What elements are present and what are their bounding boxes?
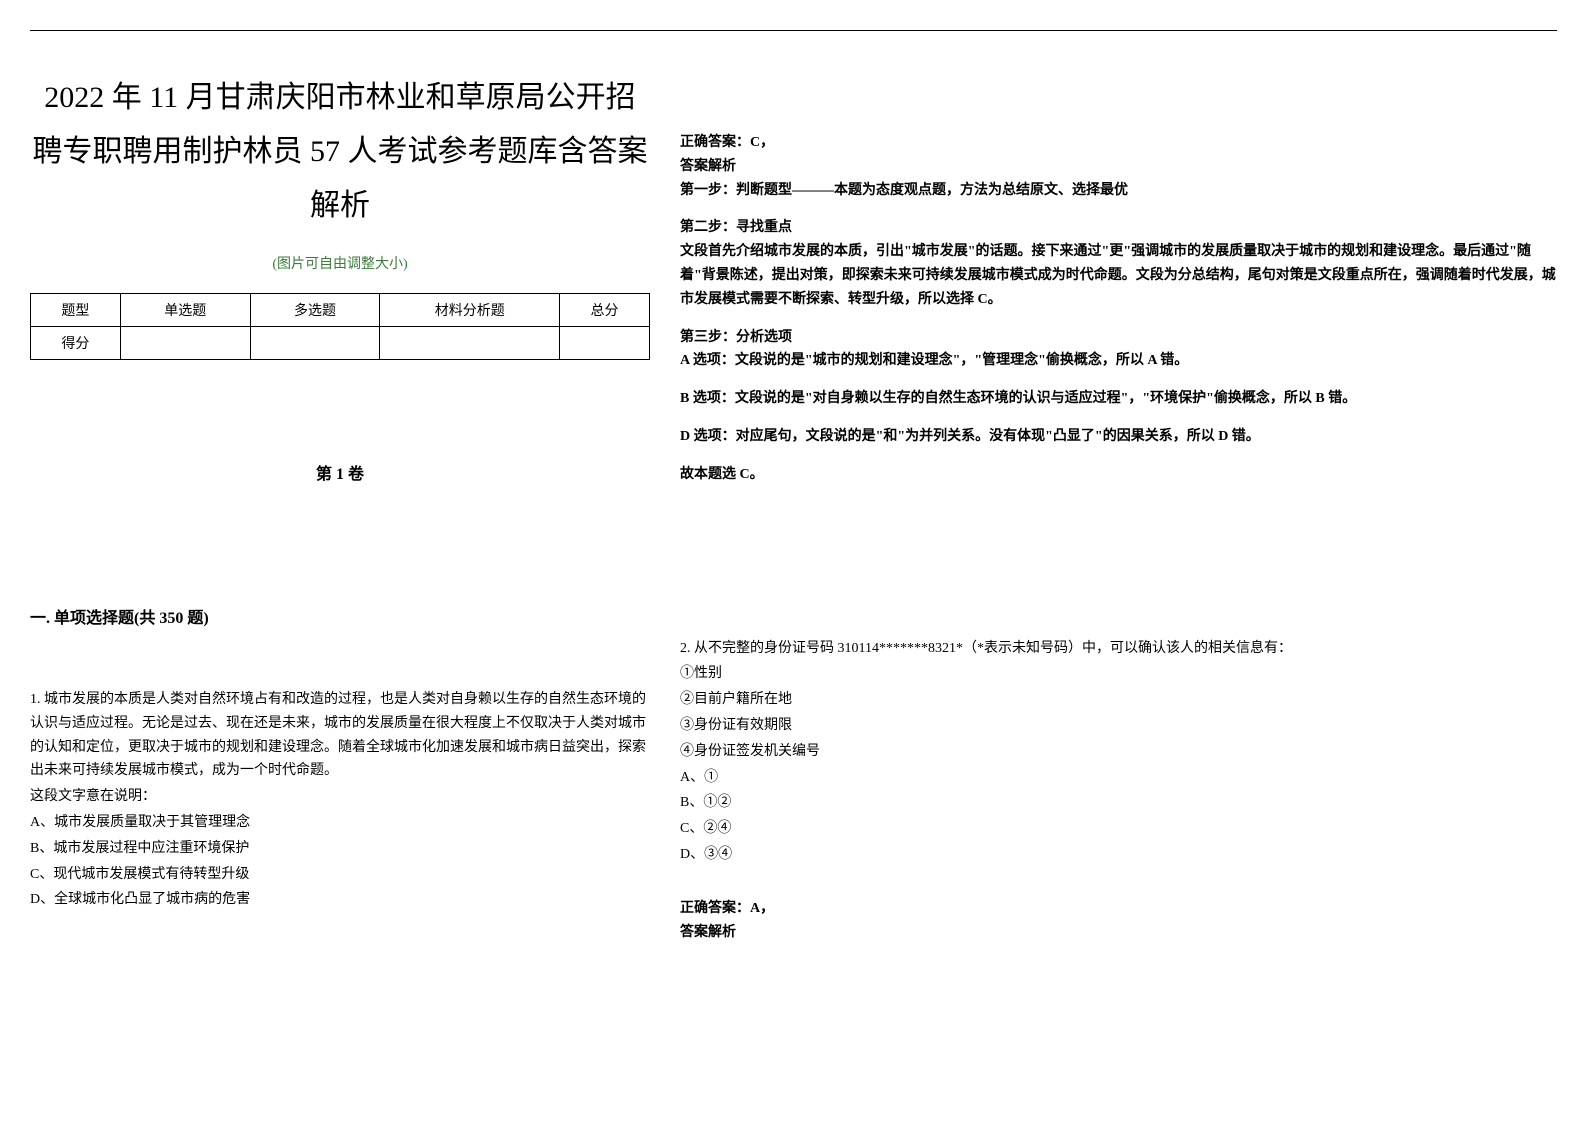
answer1-correct: 正确答案：C， bbox=[680, 131, 1557, 155]
question-2: 2. 从不完整的身份证号码 310114*******8321*（*表示未知号码… bbox=[680, 637, 1557, 867]
q2-option-a: A、① bbox=[680, 766, 1557, 790]
q2-item3: ③身份证有效期限 bbox=[680, 714, 1557, 738]
q2-text: 2. 从不完整的身份证号码 310114*******8321*（*表示未知号码… bbox=[680, 637, 1557, 661]
answer1-step2-label: 第二步：寻找重点 bbox=[680, 216, 1557, 240]
answer-1-block: 正确答案：C， 答案解析 第一步：判断题型———本题为态度观点题，方法为总结原文… bbox=[680, 131, 1557, 487]
score-total bbox=[560, 327, 650, 360]
header-total: 总分 bbox=[560, 294, 650, 327]
q2-item1: ①性别 bbox=[680, 662, 1557, 686]
q2-option-d: D、③④ bbox=[680, 843, 1557, 867]
q2-option-c: C、②④ bbox=[680, 817, 1557, 841]
subtitle: (图片可自由调整大小) bbox=[30, 253, 650, 273]
table-header-row: 题型 单选题 多选题 材料分析题 总分 bbox=[31, 294, 650, 327]
answer-2-block: 正确答案：A， 答案解析 bbox=[680, 897, 1557, 945]
section-heading: 一. 单项选择题(共 350 题) bbox=[30, 604, 650, 628]
q1-option-d: D、全球城市化凸显了城市病的危害 bbox=[30, 888, 650, 912]
answer1-conclusion: 故本题选 C。 bbox=[680, 463, 1557, 487]
table-score-row: 得分 bbox=[31, 327, 650, 360]
header-type: 题型 bbox=[31, 294, 121, 327]
q1-option-b: B、城市发展过程中应注重环境保护 bbox=[30, 837, 650, 861]
q1-text: 1. 城市发展的本质是人类对自然环境占有和改造的过程，也是人类对自身赖以生存的自… bbox=[30, 688, 650, 783]
score-table: 题型 单选题 多选题 材料分析题 总分 得分 bbox=[30, 293, 650, 360]
page-top-line bbox=[30, 30, 1557, 31]
two-column-layout: 2022 年 11 月甘肃庆阳市林业和草原局公开招聘专职聘用制护林员 57 人考… bbox=[30, 71, 1557, 944]
score-label: 得分 bbox=[31, 327, 121, 360]
q2-item2: ②目前户籍所在地 bbox=[680, 688, 1557, 712]
answer1-optb: B 选项：文段说的是"对自身赖以生存的自然生态环境的认识与适应过程"，"环境保护… bbox=[680, 387, 1557, 411]
question-1: 1. 城市发展的本质是人类对自然环境占有和改造的过程，也是人类对自身赖以生存的自… bbox=[30, 688, 650, 912]
q2-item4: ④身份证签发机关编号 bbox=[680, 740, 1557, 764]
answer1-opta: A 选项：文段说的是"城市的规划和建设理念"，"管理理念"偷换概念，所以 A 错… bbox=[680, 349, 1557, 373]
answer1-step2: 第二步：寻找重点 文段首先介绍城市发展的本质，引出"城市发展"的话题。接下来通过… bbox=[680, 216, 1557, 311]
answer1-label: 答案解析 bbox=[680, 155, 1557, 179]
right-column: 正确答案：C， 答案解析 第一步：判断题型———本题为态度观点题，方法为总结原文… bbox=[680, 71, 1557, 944]
header-single: 单选题 bbox=[120, 294, 250, 327]
score-material bbox=[380, 327, 560, 360]
answer1-step1: 第一步：判断题型———本题为态度观点题，方法为总结原文、选择最优 bbox=[680, 179, 1557, 203]
left-column: 2022 年 11 月甘肃庆阳市林业和草原局公开招聘专职聘用制护林员 57 人考… bbox=[30, 71, 650, 944]
answer1-step2-text: 文段首先介绍城市发展的本质，引出"城市发展"的话题。接下来通过"更"强调城市的发… bbox=[680, 240, 1557, 311]
score-multi bbox=[250, 327, 380, 360]
answer2-correct: 正确答案：A， bbox=[680, 897, 1557, 921]
page-title: 2022 年 11 月甘肃庆阳市林业和草原局公开招聘专职聘用制护林员 57 人考… bbox=[30, 71, 650, 233]
answer1-step3-label: 第三步：分析选项 bbox=[680, 326, 1557, 350]
section-number: 第 1 卷 bbox=[30, 460, 650, 484]
score-single bbox=[120, 327, 250, 360]
q1-option-a: A、城市发展质量取决于其管理理念 bbox=[30, 811, 650, 835]
q2-option-b: B、①② bbox=[680, 791, 1557, 815]
q1-option-c: C、现代城市发展模式有待转型升级 bbox=[30, 863, 650, 887]
header-material: 材料分析题 bbox=[380, 294, 560, 327]
header-multi: 多选题 bbox=[250, 294, 380, 327]
answer1-optd: D 选项：对应尾句，文段说的是"和"为并列关系。没有体现"凸显了"的因果关系，所… bbox=[680, 425, 1557, 449]
answer2-label: 答案解析 bbox=[680, 921, 1557, 945]
q1-prompt: 这段文字意在说明： bbox=[30, 785, 650, 809]
